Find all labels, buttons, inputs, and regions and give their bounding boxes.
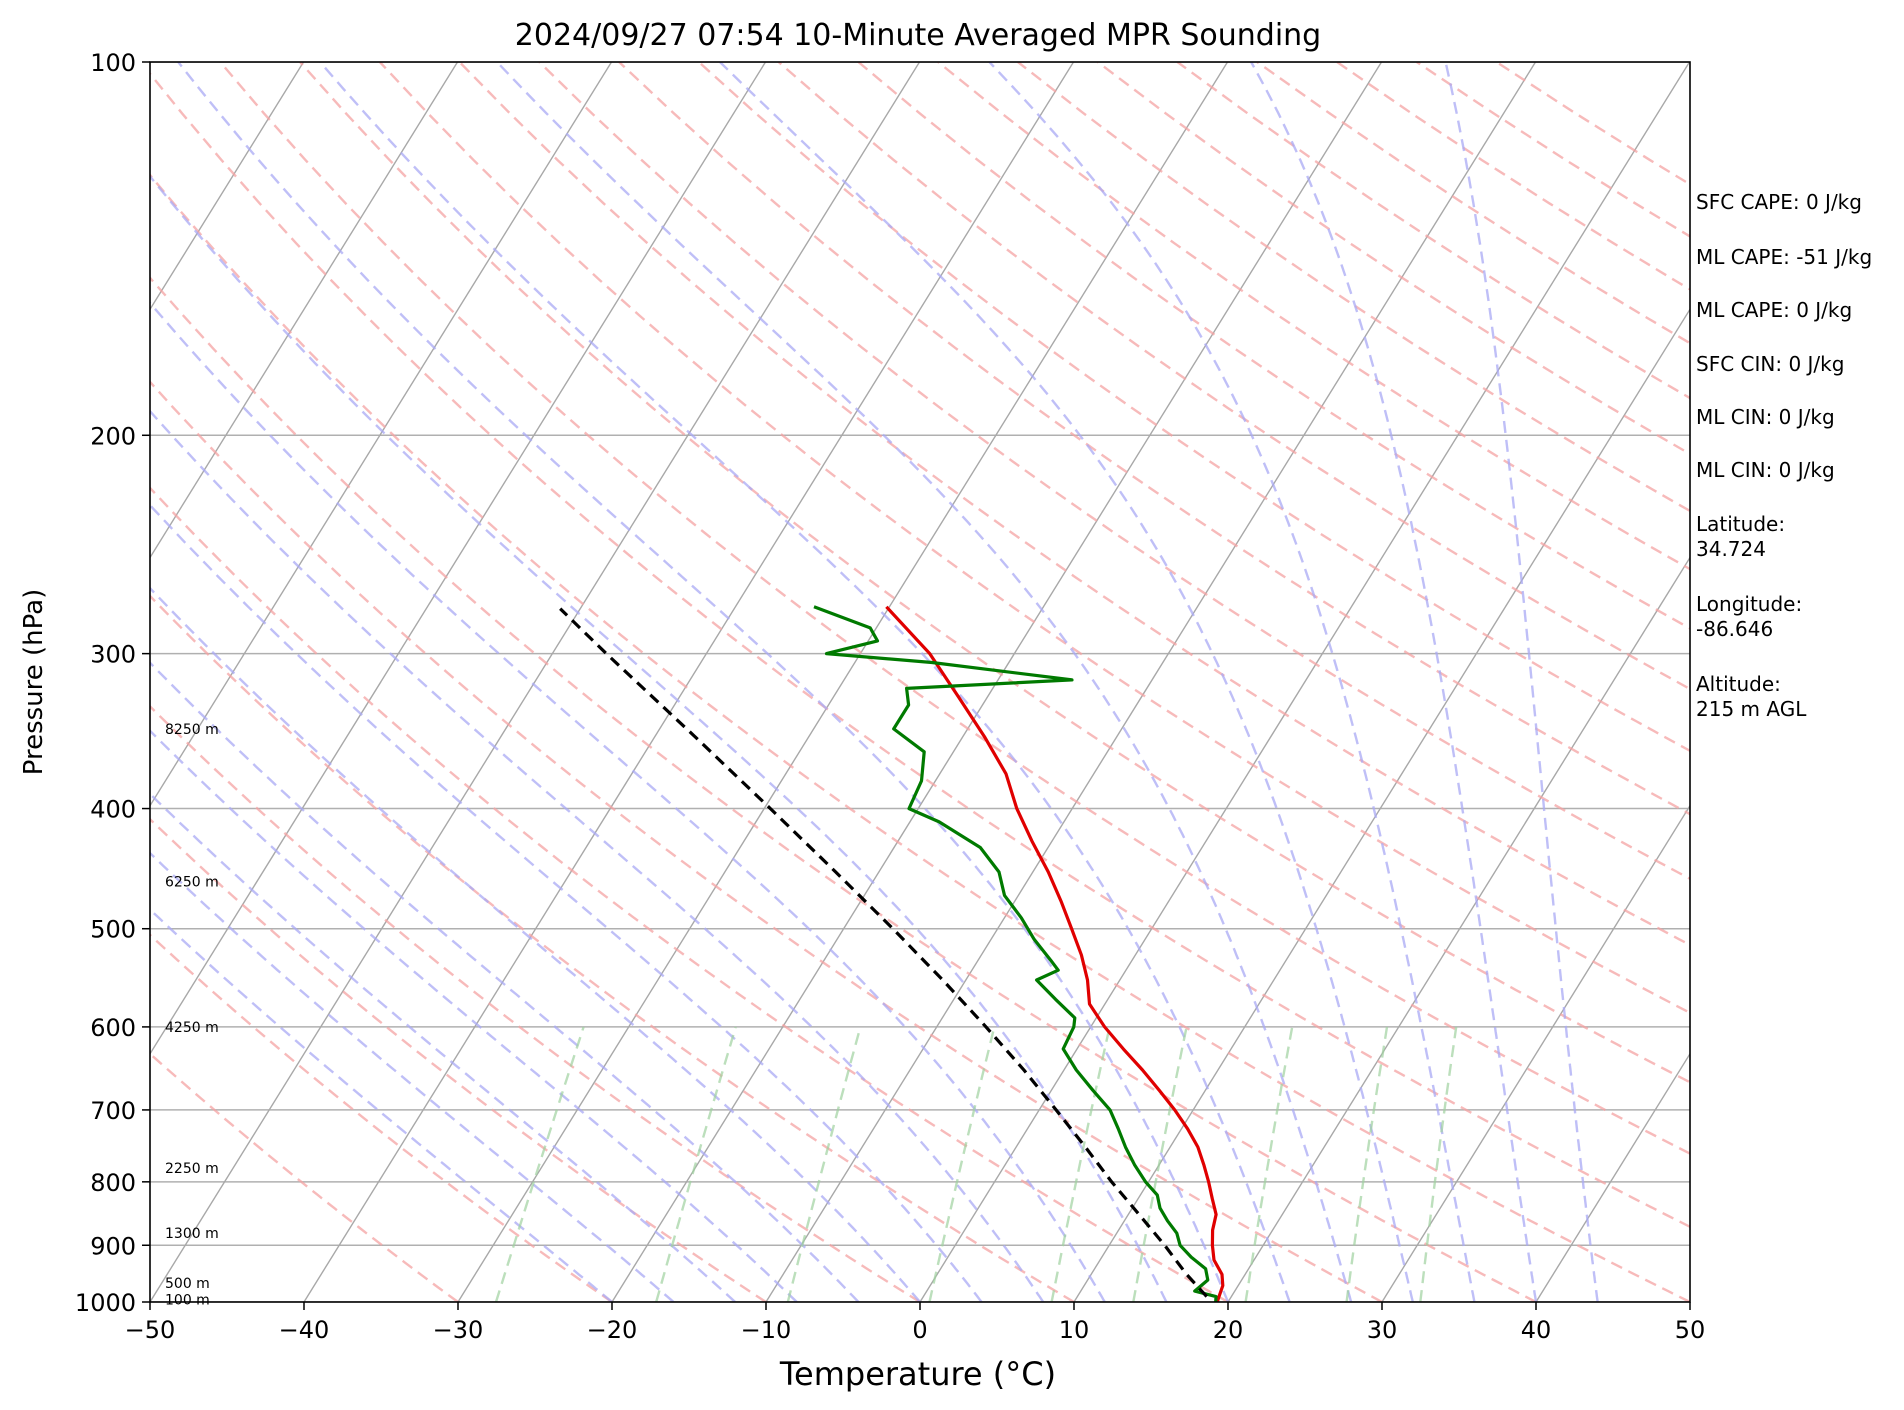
y-tick-label: 400 bbox=[90, 796, 136, 824]
mixing-ratio-line bbox=[788, 1027, 861, 1302]
height-label: 4250 m bbox=[165, 1020, 219, 1036]
side-annotation: SFC CIN: 0 J/kg bbox=[1696, 352, 1844, 377]
x-tick-label: −40 bbox=[279, 1316, 330, 1344]
isotherm-line bbox=[150, 62, 920, 1302]
dry-adiabat-line bbox=[460, 62, 1904, 1302]
x-tick-label: 40 bbox=[1521, 1316, 1552, 1344]
moist-adiabat-line bbox=[178, 62, 1228, 1302]
y-tick-label: 300 bbox=[90, 641, 136, 669]
y-tick-label: 600 bbox=[90, 1014, 136, 1042]
x-tick-label: −20 bbox=[587, 1316, 638, 1344]
temperature-profile-line bbox=[886, 607, 1222, 1302]
y-tick-label: 700 bbox=[90, 1097, 136, 1125]
x-tick-label: 50 bbox=[1675, 1316, 1706, 1344]
y-tick-label: 1000 bbox=[75, 1289, 136, 1317]
chart-title: 2024/09/27 07:54 10-Minute Averaged MPR … bbox=[515, 18, 1321, 53]
x-tick-label: 0 bbox=[912, 1316, 927, 1344]
isotherm-line bbox=[0, 62, 458, 1302]
axes: −50 −40 −30 −20 −10 0 10 20 30 40 50 100 200 300 400 50… bbox=[75, 49, 1705, 1344]
height-label: 6250 m bbox=[165, 874, 219, 890]
y-tick-label: 900 bbox=[90, 1232, 136, 1260]
y-axis-label: Pressure (hPa) bbox=[19, 589, 49, 776]
background-lines bbox=[0, 62, 1904, 1302]
height-label: 1300 m bbox=[165, 1226, 219, 1242]
y-tick-label: 200 bbox=[90, 422, 136, 450]
side-annotation: Altitude: 215 m AGL bbox=[1696, 672, 1806, 722]
moist-adiabat-line bbox=[0, 160, 1043, 1302]
side-annotation: ML CIN: 0 J/kg bbox=[1696, 405, 1835, 430]
dry-adiabat-line bbox=[0, 62, 1536, 1302]
height-label: 100 m bbox=[165, 1292, 210, 1308]
moist-adiabat-line bbox=[0, 393, 735, 1302]
side-annotation: Longitude: -86.646 bbox=[1696, 592, 1802, 642]
dry-adiabat-line bbox=[141, 62, 1845, 1302]
x-tick-label: 30 bbox=[1367, 1316, 1398, 1344]
y-tick-label: 500 bbox=[90, 916, 136, 944]
y-tick-label: 800 bbox=[90, 1169, 136, 1197]
moist-adiabat-line bbox=[0, 262, 920, 1302]
mixing-ratio-line bbox=[656, 1027, 736, 1302]
mixing-ratio-line bbox=[1420, 1027, 1456, 1302]
x-tick-label: −50 bbox=[125, 1316, 176, 1344]
dewpoint-profile-line bbox=[814, 607, 1216, 1302]
isotherm-line bbox=[612, 62, 1382, 1302]
dry-adiabat-line bbox=[300, 62, 1904, 1302]
side-annotation: ML CAPE: -51 J/kg bbox=[1696, 245, 1872, 270]
height-label: 8250 m bbox=[165, 722, 219, 738]
x-tick-label: −30 bbox=[433, 1316, 484, 1344]
isotherm-line bbox=[304, 62, 1074, 1302]
dry-adiabat-line bbox=[0, 62, 458, 1302]
moist-adiabat-line bbox=[0, 224, 982, 1302]
y-tick-label: 100 bbox=[90, 49, 136, 77]
side-annotation: Latitude: 34.724 bbox=[1696, 512, 1785, 562]
side-annotation: ML CAPE: 0 J/kg bbox=[1696, 298, 1852, 323]
side-annotation: ML CIN: 0 J/kg bbox=[1696, 458, 1835, 483]
height-label: 500 m bbox=[165, 1276, 210, 1292]
moist-adiabat-line bbox=[497, 62, 1351, 1302]
isotherm-line bbox=[766, 62, 1536, 1302]
x-tick-label: 10 bbox=[1059, 1316, 1090, 1344]
height-label: 2250 m bbox=[165, 1161, 219, 1177]
x-axis-label: Temperature (°C) bbox=[779, 1355, 1056, 1393]
side-annotation: SFC CAPE: 0 J/kg bbox=[1696, 190, 1862, 215]
dry-adiabat-line bbox=[0, 62, 1382, 1302]
dry-adiabat-line bbox=[380, 62, 1904, 1302]
moist-adiabat-line bbox=[720, 62, 1413, 1302]
x-tick-label: −10 bbox=[741, 1316, 792, 1344]
series-layer bbox=[560, 607, 1223, 1302]
x-tick-label: 20 bbox=[1213, 1316, 1244, 1344]
